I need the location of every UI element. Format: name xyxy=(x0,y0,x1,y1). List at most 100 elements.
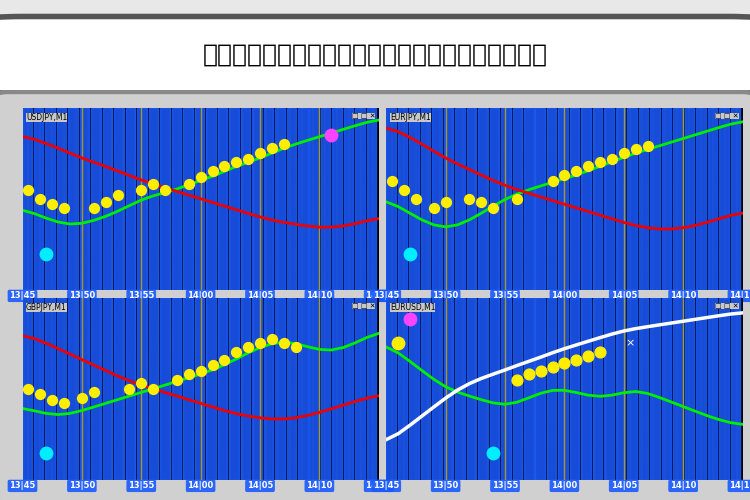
Point xyxy=(22,186,34,194)
Bar xyxy=(46,108,55,290)
Text: 緑のラインは現在地・赤と白のラインは取引の理由: 緑のラインは現在地・赤と白のラインは取引の理由 xyxy=(202,43,548,67)
Point xyxy=(547,363,559,371)
Bar xyxy=(524,298,533,480)
Bar xyxy=(195,108,204,290)
Point xyxy=(183,370,195,378)
Point xyxy=(266,336,278,344)
Bar xyxy=(148,108,158,290)
Bar xyxy=(501,108,511,290)
Text: ×: × xyxy=(625,338,634,348)
Point xyxy=(641,142,653,150)
Bar xyxy=(674,108,682,290)
Bar xyxy=(275,298,284,480)
Bar xyxy=(547,108,556,290)
Bar xyxy=(455,108,464,290)
Point xyxy=(218,162,230,170)
Point xyxy=(171,376,183,384)
Bar xyxy=(275,108,284,290)
Bar xyxy=(662,298,671,480)
Point xyxy=(46,200,58,208)
Text: USDJPY,M1: USDJPY,M1 xyxy=(26,113,68,122)
Bar xyxy=(627,298,637,480)
Bar xyxy=(466,298,476,480)
Bar xyxy=(674,298,682,480)
Bar xyxy=(627,108,637,290)
Bar xyxy=(444,298,453,480)
Bar xyxy=(398,298,407,480)
Bar xyxy=(490,298,499,480)
Bar xyxy=(708,298,717,480)
Point xyxy=(410,194,422,203)
Bar xyxy=(650,298,660,480)
Bar xyxy=(421,108,430,290)
Bar xyxy=(570,298,580,480)
FancyBboxPatch shape xyxy=(0,16,750,94)
Bar xyxy=(160,108,170,290)
Bar xyxy=(685,108,694,290)
Point xyxy=(582,352,594,360)
Bar xyxy=(126,298,135,480)
Bar xyxy=(604,108,613,290)
Bar xyxy=(46,298,55,480)
Point xyxy=(476,198,488,206)
Point xyxy=(326,131,338,139)
Bar xyxy=(252,298,262,480)
Bar xyxy=(298,298,307,480)
Point xyxy=(135,380,147,388)
Bar xyxy=(386,108,396,290)
Bar xyxy=(524,108,533,290)
Point xyxy=(606,154,618,162)
Bar xyxy=(490,108,499,290)
Bar xyxy=(68,108,78,290)
Point xyxy=(206,168,218,175)
Bar xyxy=(57,298,67,480)
Point xyxy=(40,448,53,456)
Point xyxy=(594,348,606,356)
Point xyxy=(159,186,171,194)
Bar xyxy=(241,298,250,480)
Point xyxy=(290,343,302,351)
Bar xyxy=(332,298,342,480)
Point xyxy=(230,348,242,356)
Text: EURJPY,M1: EURJPY,M1 xyxy=(390,113,430,122)
Bar xyxy=(730,298,740,480)
Bar xyxy=(616,108,626,290)
Bar xyxy=(421,298,430,480)
Point xyxy=(58,204,70,212)
Point xyxy=(206,361,218,369)
Point xyxy=(535,366,547,374)
Bar xyxy=(356,298,365,480)
Bar xyxy=(80,298,89,480)
Point xyxy=(404,250,416,258)
Bar xyxy=(92,298,100,480)
Bar xyxy=(604,298,613,480)
Point xyxy=(195,366,207,374)
Point xyxy=(242,343,254,351)
Point xyxy=(582,162,594,170)
Bar xyxy=(512,108,522,290)
Point xyxy=(278,339,290,347)
Point xyxy=(488,448,500,456)
Text: □ □ ✕: □ □ ✕ xyxy=(716,303,739,309)
Point xyxy=(558,359,570,367)
Bar xyxy=(217,108,227,290)
Point xyxy=(511,376,523,384)
Bar xyxy=(172,108,182,290)
Point xyxy=(34,194,46,203)
Bar xyxy=(22,108,32,290)
Point xyxy=(254,149,266,157)
Bar xyxy=(195,298,204,480)
Bar xyxy=(478,108,488,290)
Bar xyxy=(581,108,591,290)
Bar xyxy=(730,108,740,290)
Point xyxy=(398,186,410,194)
Point xyxy=(523,370,535,378)
Bar xyxy=(229,108,238,290)
Point xyxy=(266,144,278,152)
Bar xyxy=(229,298,238,480)
Bar xyxy=(183,108,193,290)
Bar xyxy=(217,298,227,480)
Point xyxy=(112,191,124,199)
Text: □ □ ✕: □ □ ✕ xyxy=(352,303,375,309)
Point xyxy=(183,180,195,188)
